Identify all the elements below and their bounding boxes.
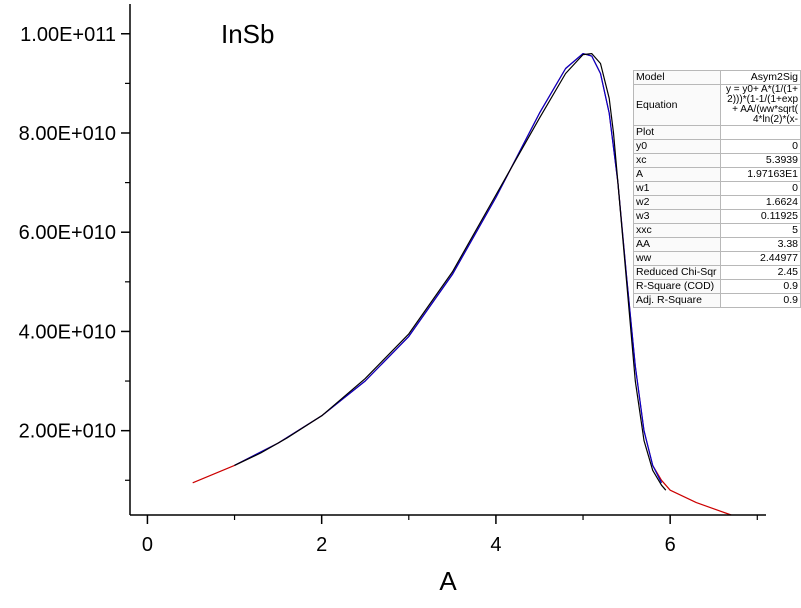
fit-param-value: 0 [719, 181, 801, 196]
fit-param-name: A [633, 167, 721, 182]
fit-param-value: y = y0+ A*(1/(1+ 2)))*(1-1/(1+exp + AA/(… [719, 84, 801, 126]
fit-param-name: w3 [633, 209, 721, 224]
fit-param-value: 0.9 [719, 293, 801, 308]
fit-param-name: ww [633, 251, 721, 266]
y-tick-label: 2.00E+010 [19, 421, 116, 443]
y-tick-label: 6.00E+010 [19, 222, 116, 244]
fit-param-value: 0.11925 [719, 209, 801, 224]
fit-row: Adj. R-Square 0.9 [633, 293, 801, 308]
axes-layer [129, 4, 766, 516]
fit-row: y0 0 [633, 139, 801, 154]
fit-row: w3 0.11925 [633, 209, 801, 224]
fit-row: A 1.97163E1 [633, 167, 801, 182]
fit-row: w1 0 [633, 181, 801, 196]
fit-param-value: 0.9 [719, 279, 801, 294]
fit-row: Model Asym2Sig [633, 70, 801, 85]
fit-row: Reduced Chi-Sqr 2.45 [633, 265, 801, 280]
fit-param-name: Reduced Chi-Sqr [633, 265, 721, 280]
fit-param-name: y0 [633, 139, 721, 154]
fit-row: xc 5.3939 [633, 153, 801, 168]
fit-param-name: Plot [633, 125, 721, 140]
fit-parameters-table: Model Asym2Sig Equation y = y0+ A*(1/(1+ 2)… [633, 70, 801, 308]
x-tick-label: 6 [665, 534, 676, 556]
fit-param-value: 3.38 [719, 237, 801, 252]
fit-param-name: Equation [633, 84, 721, 126]
x-axis-title: A [439, 566, 457, 596]
series-line-2 [234, 52, 663, 484]
fit-param-value: 1.97163E1 [719, 167, 801, 182]
fit-param-name: xxc [633, 223, 721, 238]
y-tick-label: 4.00E+010 [19, 321, 116, 343]
fit-row: Equation y = y0+ A*(1/(1+ 2)))*(1-1/(1+ex… [633, 84, 801, 126]
fit-param-value: 2.45 [719, 265, 801, 280]
fit-param-name: R-Square (COD) [633, 279, 721, 294]
fit-row: AA 3.38 [633, 237, 801, 252]
fit-param-name: w2 [633, 195, 721, 210]
fit-row: R-Square (COD) 0.9 [633, 279, 801, 294]
series-layer [192, 52, 732, 516]
fit-param-value: Asym2Sig [719, 70, 801, 85]
y-tick-label: 1.00E+011 [20, 24, 116, 46]
fit-row: xxc 5 [633, 223, 801, 238]
fit-param-name: Adj. R-Square [633, 293, 721, 308]
fit-param-name: AA [633, 237, 721, 252]
fit-parameters-body: Model Asym2Sig Equation y = y0+ A*(1/(1+ 2)… [633, 70, 801, 308]
chart-title: InSb [221, 19, 275, 49]
fit-param-value: 2.44977 [719, 251, 801, 266]
fit-param-value: 5.3939 [719, 153, 801, 168]
x-tick-label: 0 [142, 534, 153, 556]
series-line-3 [234, 52, 667, 491]
fit-row: ww 2.44977 [633, 251, 801, 266]
fit-param-value: 1.6624 [719, 195, 801, 210]
fit-row: Plot [633, 125, 801, 140]
y-tick-label: 8.00E+010 [19, 123, 116, 145]
fit-param-name: Model [633, 70, 721, 85]
fit-param-value [719, 125, 801, 140]
fit-row: w2 1.6624 [633, 195, 801, 210]
fit-param-name: w1 [633, 181, 721, 196]
x-tick-label: 4 [490, 534, 501, 556]
x-tick-label: 2 [316, 534, 327, 556]
fit-param-name: xc [633, 153, 721, 168]
fit-param-value: 5 [719, 223, 801, 238]
fit-param-value: 0 [719, 139, 801, 154]
ticks-layer: 0 2 4 6 2.00E+010 4.00E+010 6.00E+010 8.00E+010… [19, 24, 758, 556]
